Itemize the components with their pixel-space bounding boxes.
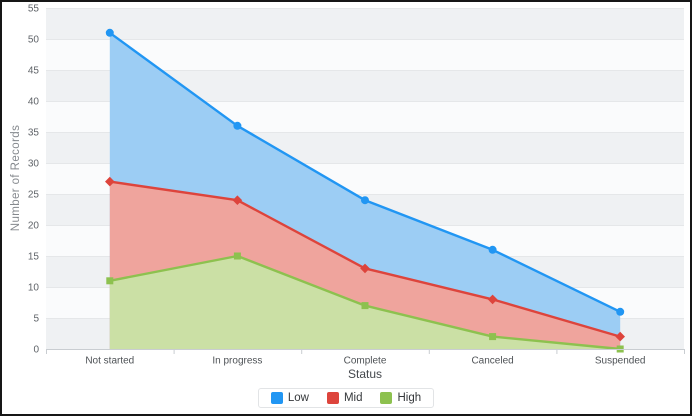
y-axis-title: Number of Records bbox=[10, 124, 22, 232]
chart-legend: Low Mid High bbox=[0, 388, 692, 408]
x-category-label: Suspended bbox=[595, 356, 646, 367]
marker-low-0[interactable] bbox=[105, 28, 114, 37]
legend-item-low[interactable]: Low bbox=[270, 392, 309, 404]
marker-mid-1[interactable] bbox=[232, 195, 243, 205]
y-tick-label: 10 bbox=[28, 283, 40, 294]
y-tick-label: 20 bbox=[28, 221, 40, 232]
marker-mid-3[interactable] bbox=[487, 294, 498, 305]
y-tick-label: 35 bbox=[28, 128, 40, 139]
marker-low-3[interactable] bbox=[488, 245, 497, 254]
legend-swatch-mid bbox=[326, 392, 339, 404]
y-tick-label: 40 bbox=[28, 97, 40, 108]
x-category-label: Canceled bbox=[471, 356, 513, 367]
legend-item-high[interactable]: High bbox=[380, 392, 421, 404]
marker-mid-0[interactable] bbox=[105, 176, 115, 187]
area-high[interactable] bbox=[109, 256, 621, 349]
marker-high-2[interactable] bbox=[361, 302, 369, 310]
y-tick-label: 25 bbox=[28, 190, 40, 201]
x-axis-title: Status bbox=[347, 367, 383, 381]
legend-swatch-low bbox=[270, 392, 283, 404]
legend-swatch-high bbox=[380, 392, 393, 404]
marker-mid-2[interactable] bbox=[360, 263, 370, 274]
y-tick-label: 50 bbox=[28, 35, 40, 46]
y-tick-label: 0 bbox=[33, 345, 39, 356]
y-tick-label: 55 bbox=[28, 4, 40, 15]
legend-box: Low Mid High bbox=[257, 388, 435, 408]
legend-label: Low bbox=[287, 392, 309, 404]
x-category-label: In progress bbox=[212, 356, 262, 367]
marker-low-4[interactable] bbox=[616, 307, 625, 316]
legend-item-mid[interactable]: Mid bbox=[326, 392, 363, 404]
y-tick-label: 45 bbox=[28, 66, 40, 77]
marker-low-1[interactable] bbox=[233, 121, 242, 130]
x-category-label: Complete bbox=[344, 356, 387, 367]
plot-band bbox=[46, 8, 684, 39]
marker-mid-4[interactable] bbox=[615, 331, 625, 342]
marker-low-2[interactable] bbox=[361, 196, 369, 205]
legend-label: High bbox=[397, 392, 422, 404]
legend-label: Mid bbox=[343, 392, 363, 404]
y-tick-label: 5 bbox=[33, 314, 39, 325]
marker-high-3[interactable] bbox=[489, 333, 497, 341]
x-category-label: Not started bbox=[85, 356, 134, 367]
marker-high-1[interactable] bbox=[233, 252, 241, 260]
marker-high-0[interactable] bbox=[106, 277, 114, 285]
y-tick-label: 15 bbox=[28, 252, 40, 263]
y-tick-label: 30 bbox=[28, 159, 40, 170]
